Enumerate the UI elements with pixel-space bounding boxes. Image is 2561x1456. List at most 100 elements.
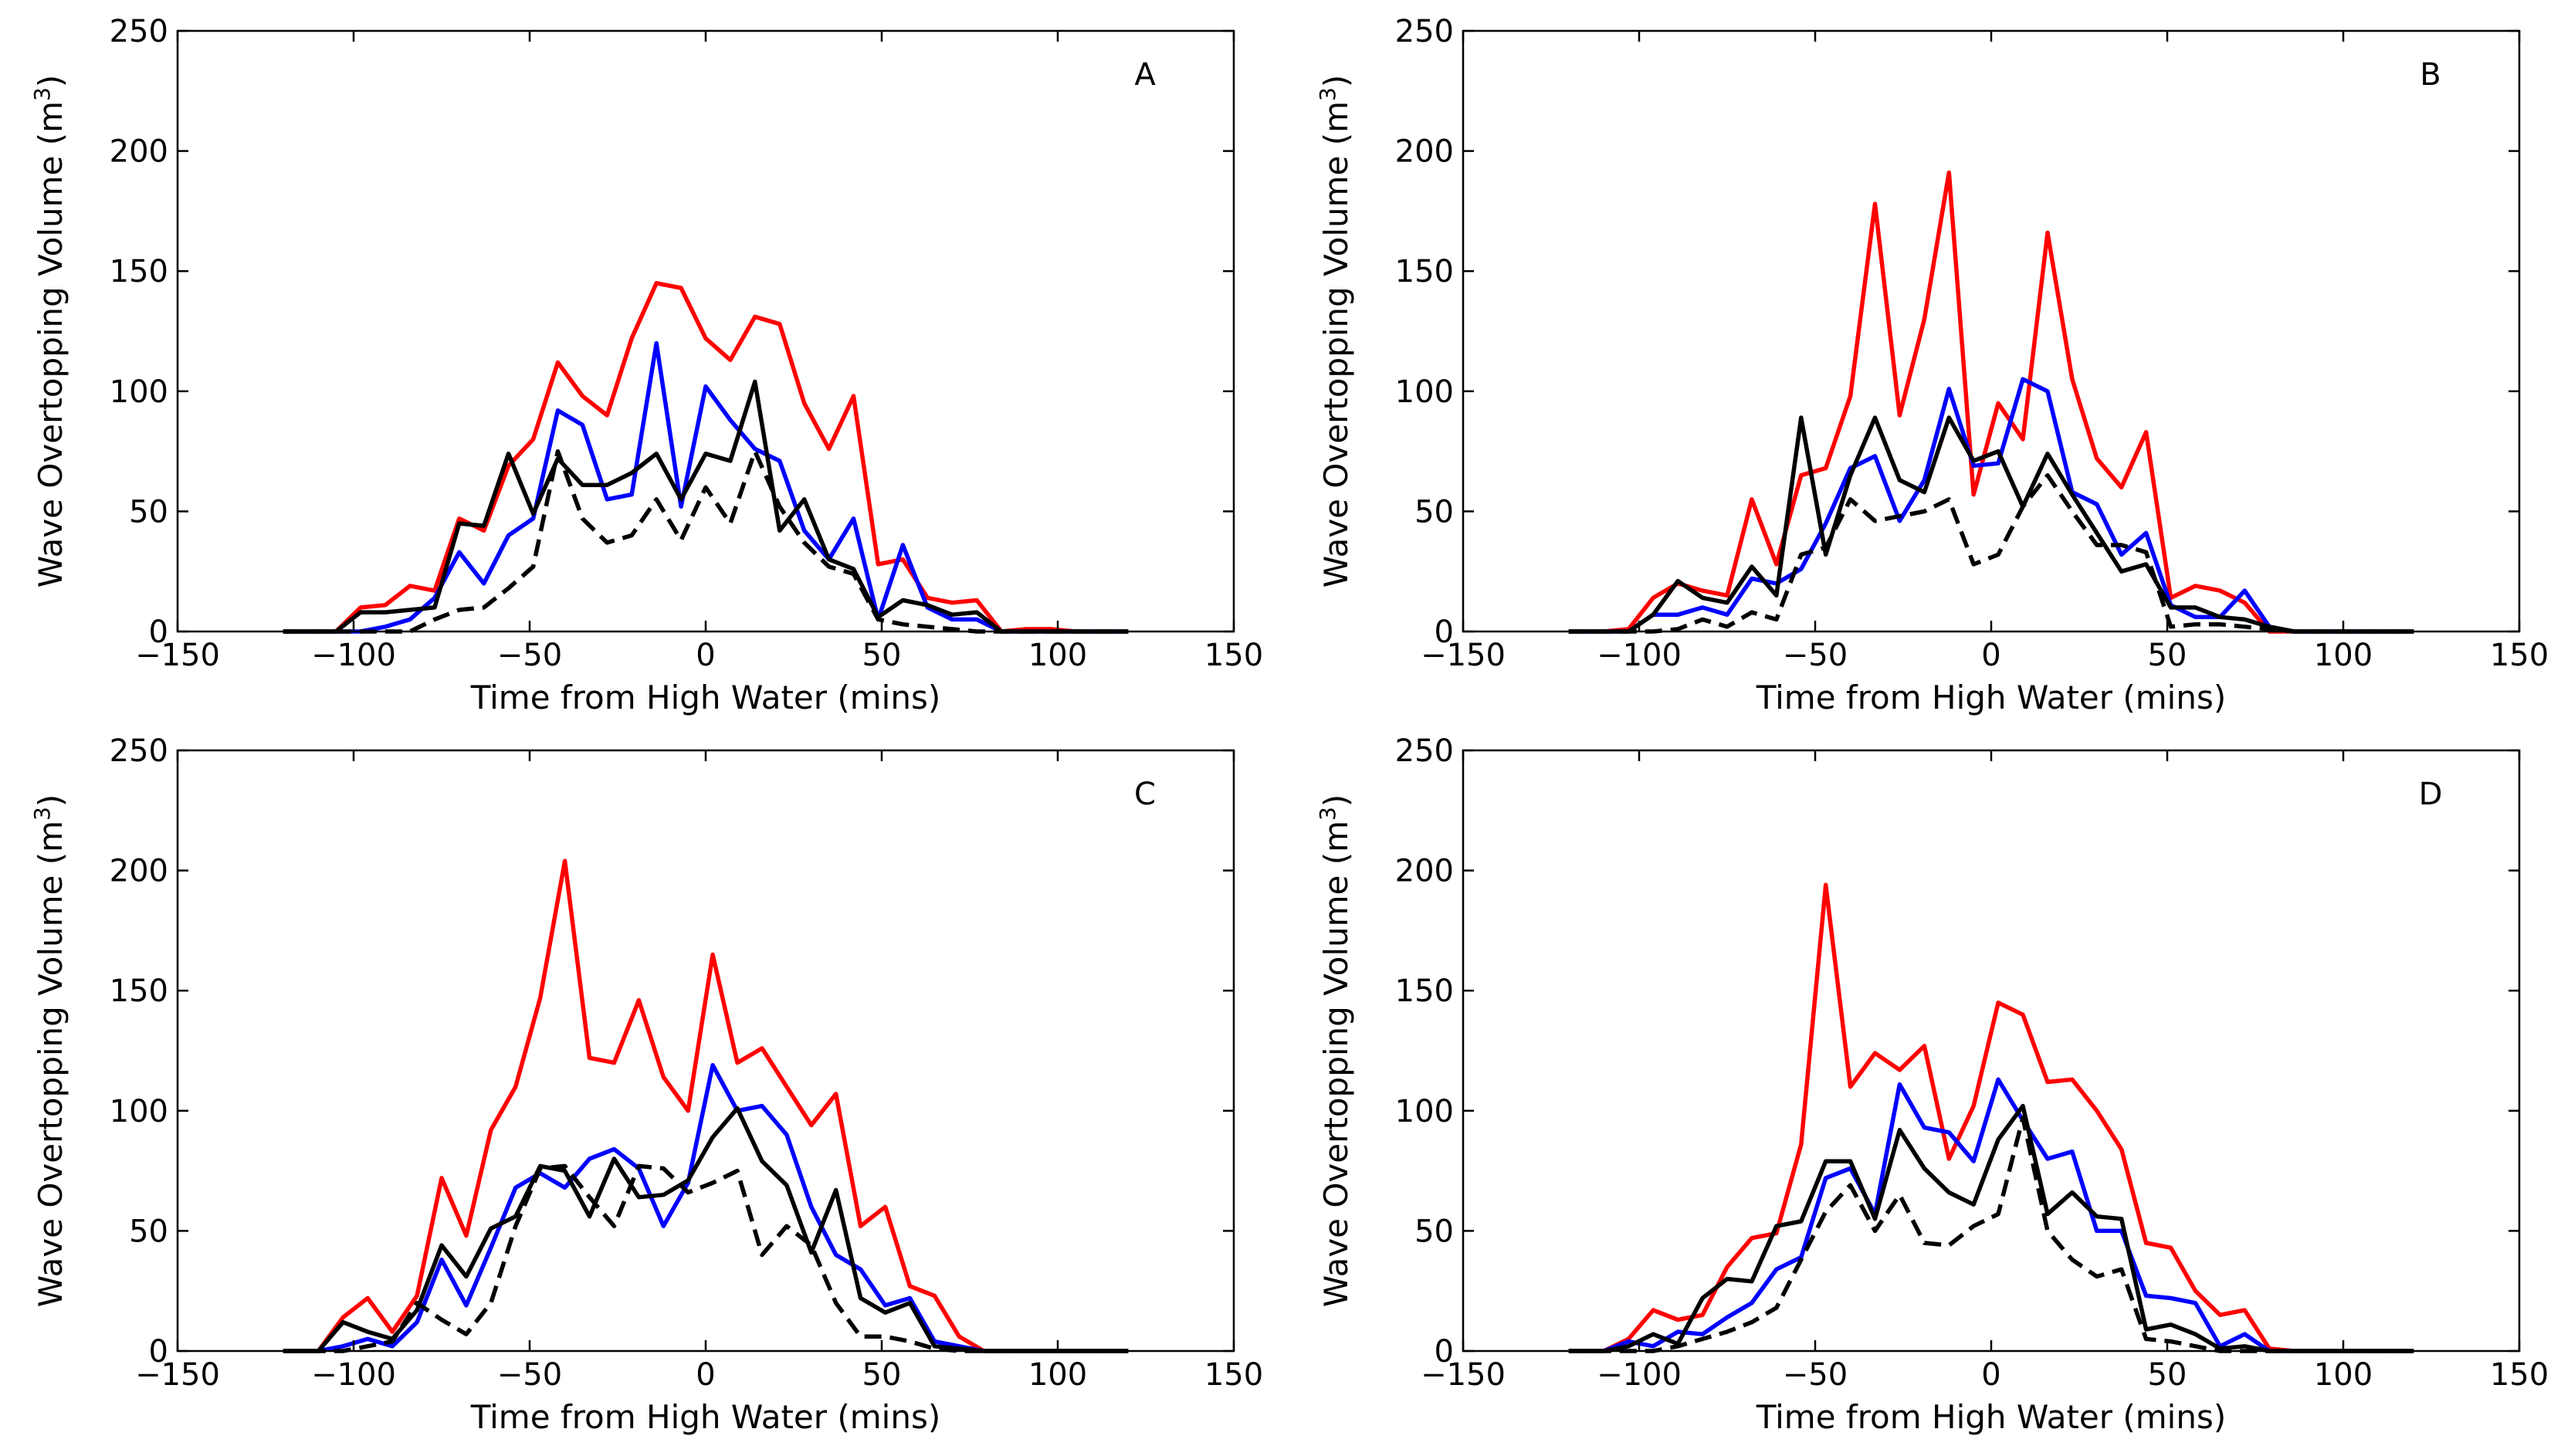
y-axis-label-text: Wave Overtopping Volume (m <box>1317 101 1355 587</box>
y-axis-label: Wave Overtopping Volume (m3) <box>29 794 69 1308</box>
x-tick-label: 100 <box>1028 1357 1087 1393</box>
y-axis-label-text: Wave Overtopping Volume (m <box>1317 821 1355 1307</box>
y-tick-label: 250 <box>110 733 168 769</box>
x-axis-label: Time from High Water (mins) <box>1756 1398 2226 1436</box>
x-tick-label: −100 <box>311 638 396 673</box>
y-axis-label-superscript: 3 <box>1315 87 1340 101</box>
series-line-blue <box>283 1062 1129 1353</box>
y-tick-label: 150 <box>110 973 168 1009</box>
x-tick-label: 100 <box>2314 1357 2373 1393</box>
panel-letter: A <box>1134 57 1156 93</box>
y-tick-label: 0 <box>1435 1334 1454 1370</box>
y-tick-label: 250 <box>1395 14 1454 49</box>
panel-b: −150 −100 −50 0 50 100 150 0 50 100 150 200 250 B Time… <box>1315 14 2549 716</box>
panel-letter: C <box>1134 777 1156 812</box>
y-axis-label-text: Wave Overtopping Volume (m <box>32 101 69 587</box>
x-tick-label: 100 <box>2314 638 2373 673</box>
x-tick-label: −100 <box>1597 1357 1682 1393</box>
x-tick-label: 0 <box>696 1357 715 1393</box>
y-tick-label: 50 <box>129 494 168 530</box>
y-tick-label: 50 <box>1414 1214 1454 1249</box>
x-tick-label: 100 <box>1028 638 1087 673</box>
y-tick-label: 200 <box>1395 854 1454 889</box>
y-axis-label-close: ) <box>32 794 69 807</box>
y-tick-label: 0 <box>149 615 168 650</box>
x-tick-label: −100 <box>311 1357 396 1393</box>
series-line-black <box>1568 1103 2414 1353</box>
series-line-black <box>1568 415 2414 634</box>
y-tick-label: 50 <box>1414 494 1454 530</box>
y-tick-label: 150 <box>110 254 168 290</box>
x-tick-label: −50 <box>497 638 562 673</box>
plot-frame <box>1462 29 2521 633</box>
x-tick-label: 150 <box>2490 1357 2549 1393</box>
y-tick-label: 50 <box>129 1214 168 1249</box>
series-line-black <box>283 379 1129 634</box>
x-tick-label: 50 <box>2148 1357 2187 1393</box>
x-tick-label: 150 <box>2490 638 2549 673</box>
x-axis-label: Time from High Water (mins) <box>1756 679 2226 716</box>
series-line-black-dashed <box>1568 1116 2414 1353</box>
y-axis-label-close: ) <box>1317 794 1355 807</box>
y-tick-label: 250 <box>1395 733 1454 769</box>
y-tick-label: 150 <box>1395 254 1454 290</box>
x-tick-label: −50 <box>1783 638 1848 673</box>
panel-letter: B <box>2420 57 2441 93</box>
x-tick-label: −150 <box>1421 638 1506 673</box>
y-tick-label: 200 <box>1395 134 1454 170</box>
x-tick-label: −50 <box>497 1357 562 1393</box>
series-line-red <box>283 281 1129 634</box>
plot-frame <box>1462 749 2521 1353</box>
plot-frame <box>176 749 1235 1353</box>
x-tick-label: 0 <box>696 638 715 673</box>
series-line-black-dashed <box>1568 472 2414 634</box>
x-tick-label: 0 <box>1981 638 2000 673</box>
y-axis-label-superscript: 3 <box>1315 807 1340 821</box>
x-tick-label: −150 <box>135 638 220 673</box>
y-tick-label: 200 <box>110 134 168 170</box>
y-axis-label-superscript: 3 <box>29 807 55 821</box>
y-tick-label: 200 <box>110 854 168 889</box>
x-tick-label: −100 <box>1597 638 1682 673</box>
y-tick-label: 100 <box>1395 1094 1454 1129</box>
y-axis-label-close: ) <box>32 75 69 87</box>
y-tick-label: 0 <box>149 1334 168 1370</box>
series-line-black <box>283 1106 1129 1353</box>
y-axis-label-text: Wave Overtopping Volume (m <box>32 821 69 1307</box>
series-line-red <box>1568 882 2414 1353</box>
panel-d: −150 −100 −50 0 50 100 150 0 50 100 150 200 250 D Time… <box>1315 733 2549 1436</box>
series-line-red <box>283 858 1129 1353</box>
y-axis-label: Wave Overtopping Volume (m3) <box>29 75 69 588</box>
series-line-black-dashed <box>283 1163 1129 1353</box>
y-axis-label: Wave Overtopping Volume (m3) <box>1315 75 1355 588</box>
plot-frame <box>176 29 1235 633</box>
panel-c: −150 −100 −50 0 50 100 150 0 50 100 150 200 250 C Time… <box>29 733 1263 1436</box>
x-tick-label: 50 <box>2148 638 2187 673</box>
y-tick-label: 250 <box>110 14 168 49</box>
y-axis-label: Wave Overtopping Volume (m3) <box>1315 794 1355 1308</box>
series-line-black-dashed <box>283 449 1129 634</box>
y-axis-label-superscript: 3 <box>29 87 55 101</box>
y-tick-label: 100 <box>1395 374 1454 410</box>
x-tick-label: 150 <box>1204 1357 1263 1393</box>
series-line-blue <box>1568 1077 2414 1353</box>
x-tick-label: 50 <box>862 1357 902 1393</box>
x-tick-label: −150 <box>135 1357 220 1393</box>
panel-a: −150 −100 −50 0 50 100 150 0 50 100 150 200 250 A Time… <box>29 14 1263 716</box>
x-axis-label: Time from High Water (mins) <box>470 679 940 716</box>
series-line-blue <box>1568 377 2414 634</box>
x-axis-label: Time from High Water (mins) <box>470 1398 940 1436</box>
panel-letter: D <box>2419 777 2443 812</box>
x-tick-label: 0 <box>1981 1357 2000 1393</box>
x-tick-label: 150 <box>1204 638 1263 673</box>
y-tick-label: 100 <box>110 374 168 410</box>
y-tick-label: 150 <box>1395 973 1454 1009</box>
x-tick-label: −150 <box>1421 1357 1506 1393</box>
series-line-red <box>1568 170 2414 634</box>
y-tick-label: 100 <box>110 1094 168 1129</box>
x-tick-label: −50 <box>1783 1357 1848 1393</box>
y-axis-label-close: ) <box>1317 75 1355 87</box>
x-tick-label: 50 <box>862 638 902 673</box>
